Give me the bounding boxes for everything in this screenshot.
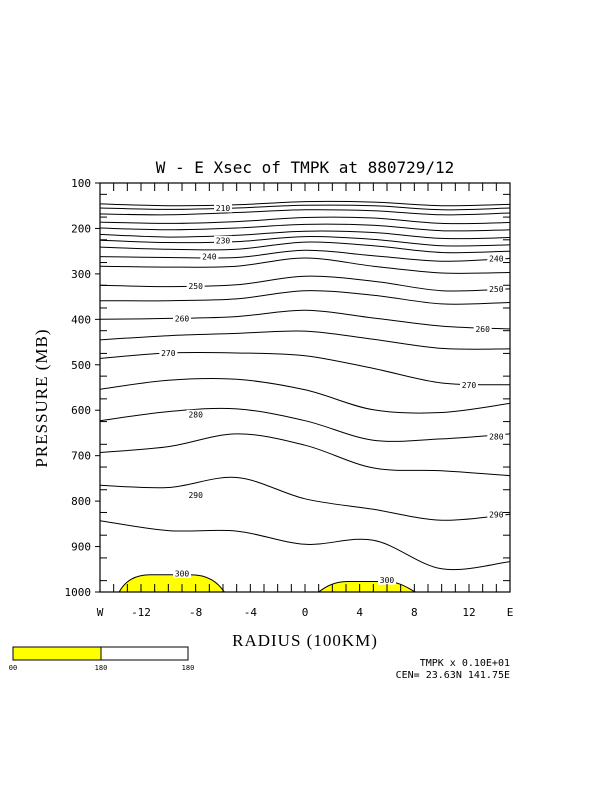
contour-label: 290 [186,490,205,500]
y-tick-label: 100 [71,177,91,190]
x-tick-label: 8 [411,606,418,619]
contour-line [99,230,511,240]
x-tick-label: 0 [302,606,309,619]
contour-label-text: 280 [489,433,504,442]
chart-title: W - E Xsec of TMPK at 880729/12 [156,158,455,177]
contour-line [99,204,511,211]
contour-label: 270 [460,380,478,390]
contour-line [99,407,511,442]
colorbar-segment [12,646,102,661]
contour-label: 210 [214,203,232,213]
filled-regions [118,574,416,593]
x-tick-label: -8 [189,606,202,619]
y-tick-label: 200 [71,222,91,235]
contour-label: 290 [487,509,506,519]
contour-label: 300 [378,575,396,585]
x-tick-label: -4 [244,606,258,619]
x-axis-ticks: W -12 -8 -4 0 4 8 12 E [97,606,514,619]
x-tick-label: E [507,606,514,619]
footer-center: CEN= 23.63N 141.75E [396,670,510,681]
contour-label-text: 250 [489,285,504,294]
contour-line [99,476,511,521]
y-axis-label: PRESSURE (MB) [32,328,51,467]
contour-label-text: 300 [175,569,190,578]
contour-label: 280 [487,432,506,442]
y-tick-label: 700 [71,450,91,463]
contour-line [99,216,511,225]
x-tick-label: W [97,606,104,619]
contour-label-text: 240 [202,253,217,262]
contour-label-text: 250 [188,282,203,291]
contour-line [99,377,511,414]
contour-label-text: 280 [188,410,203,419]
contour-line [99,223,511,232]
contour-line [99,309,511,330]
contour-label-text: 260 [475,325,490,334]
contour-label: 280 [186,409,205,419]
x-tick-label: -12 [131,606,151,619]
y-tick-label: 500 [71,359,91,372]
contour-label: 240 [487,253,506,263]
contour-label: 270 [159,348,178,358]
contour-label-text: 270 [161,349,176,358]
contour-label: 250 [487,284,506,294]
colorbar-label: 180 [95,664,108,672]
contour-label-text: 270 [462,381,477,390]
contour-line [99,200,511,207]
contour-label-text: 300 [380,576,395,585]
colorbar: 00 180 180 [9,646,195,672]
contour-line [99,275,511,292]
contour-line [99,241,511,254]
contour-line [99,290,511,305]
y-tick-label: 900 [71,541,91,554]
contour-labels: 210 230 240 240 250 250 260 260 270 270 280 280 290 2… [159,203,506,585]
x-tick-label: 4 [356,606,363,619]
contour-label-text: 260 [175,314,190,323]
contour-label: 300 [173,568,191,578]
contour-label-text: 230 [216,236,231,245]
y-tick-label: 600 [71,404,91,417]
footer-units: TMPK x 0.10E+01 [420,658,510,669]
x-tick-label: 12 [462,606,475,619]
contour-line [99,236,511,247]
contour-line [99,433,511,477]
contour-line [99,249,511,262]
contour-label: 250 [186,281,205,291]
contour-label: 260 [173,313,191,323]
edge-ticks [100,183,510,592]
y-tick-label: 300 [71,268,91,281]
contour-line [99,209,511,216]
contour-line [99,330,511,350]
filled-region [118,574,226,593]
y-tick-label: 800 [71,495,91,508]
contour-label: 230 [214,235,232,245]
contour-line [99,520,511,571]
y-tick-label: 1000 [65,586,92,599]
y-tick-label: 400 [71,313,91,326]
contour-label-text: 290 [489,510,504,519]
contour-line [99,257,511,274]
plot-frame [99,182,511,593]
contour-label-text: 210 [216,204,231,213]
contour-label: 260 [473,324,492,334]
colorbar-label: 180 [182,664,195,672]
y-axis-ticks: 100 200 300 400 500 600 700 800 900 1000 [65,177,100,599]
x-axis-label: RADIUS (100KM) [232,631,378,650]
colorbar-segment [100,646,189,661]
contour-label-text: 290 [188,491,203,500]
colorbar-label: 00 [9,664,17,672]
contour-lines [99,200,511,571]
contour-label: 240 [200,252,219,262]
contour-label-text: 240 [489,254,504,263]
